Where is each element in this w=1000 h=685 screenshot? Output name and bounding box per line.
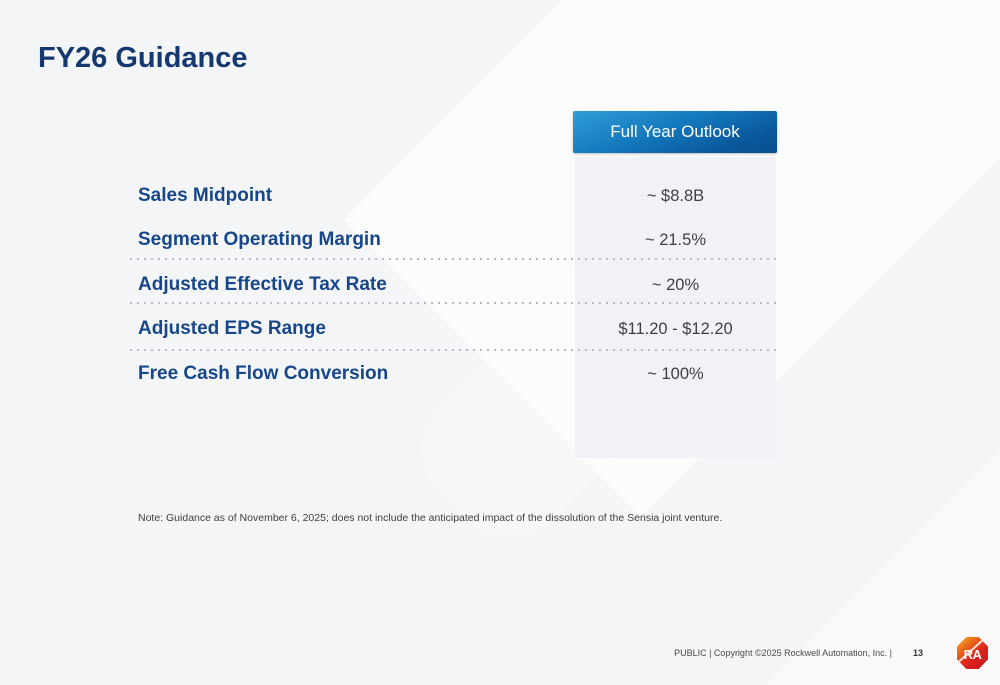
rockwell-automation-logo-icon: RA bbox=[957, 637, 988, 669]
value-column-background bbox=[575, 157, 776, 458]
row-label: Segment Operating Margin bbox=[138, 229, 381, 250]
row-label: Sales Midpoint bbox=[138, 185, 273, 206]
table-row: Free Cash Flow Conversion ~ 100% bbox=[0, 359, 1000, 389]
row-divider bbox=[130, 349, 776, 351]
row-label: Free Cash Flow Conversion bbox=[138, 363, 389, 384]
row-value: $11.20 - $12.20 bbox=[618, 320, 733, 338]
table-row: Adjusted EPS Range $11.20 - $12.20 bbox=[0, 314, 1000, 344]
table-row: Sales Midpoint ~ $8.8B bbox=[0, 181, 1000, 211]
page-title: FY26 Guidance bbox=[38, 42, 248, 74]
page-number: 13 bbox=[912, 648, 923, 658]
row-value: ~ 21.5% bbox=[644, 231, 706, 249]
column-header-label: Full Year Outlook bbox=[610, 122, 740, 141]
row-value: ~ 20% bbox=[651, 276, 700, 294]
row-divider bbox=[130, 258, 776, 260]
logo-monogram: RA bbox=[963, 647, 982, 662]
row-label: Adjusted Effective Tax Rate bbox=[138, 274, 387, 295]
table-row: Segment Operating Margin ~ 21.5% bbox=[0, 225, 1000, 255]
table-column-header: Full Year Outlook bbox=[573, 111, 777, 153]
table-row: Adjusted Effective Tax Rate ~ 20% bbox=[0, 270, 1000, 300]
row-label: Adjusted EPS Range bbox=[138, 318, 326, 339]
row-divider bbox=[130, 302, 776, 304]
footnote: Note: Guidance as of November 6, 2025; d… bbox=[138, 512, 723, 524]
row-value: ~ 100% bbox=[647, 365, 704, 383]
row-value: ~ $8.8B bbox=[646, 187, 705, 205]
footer-copyright: PUBLIC | Copyright ©2025 Rockwell Automa… bbox=[674, 648, 892, 658]
